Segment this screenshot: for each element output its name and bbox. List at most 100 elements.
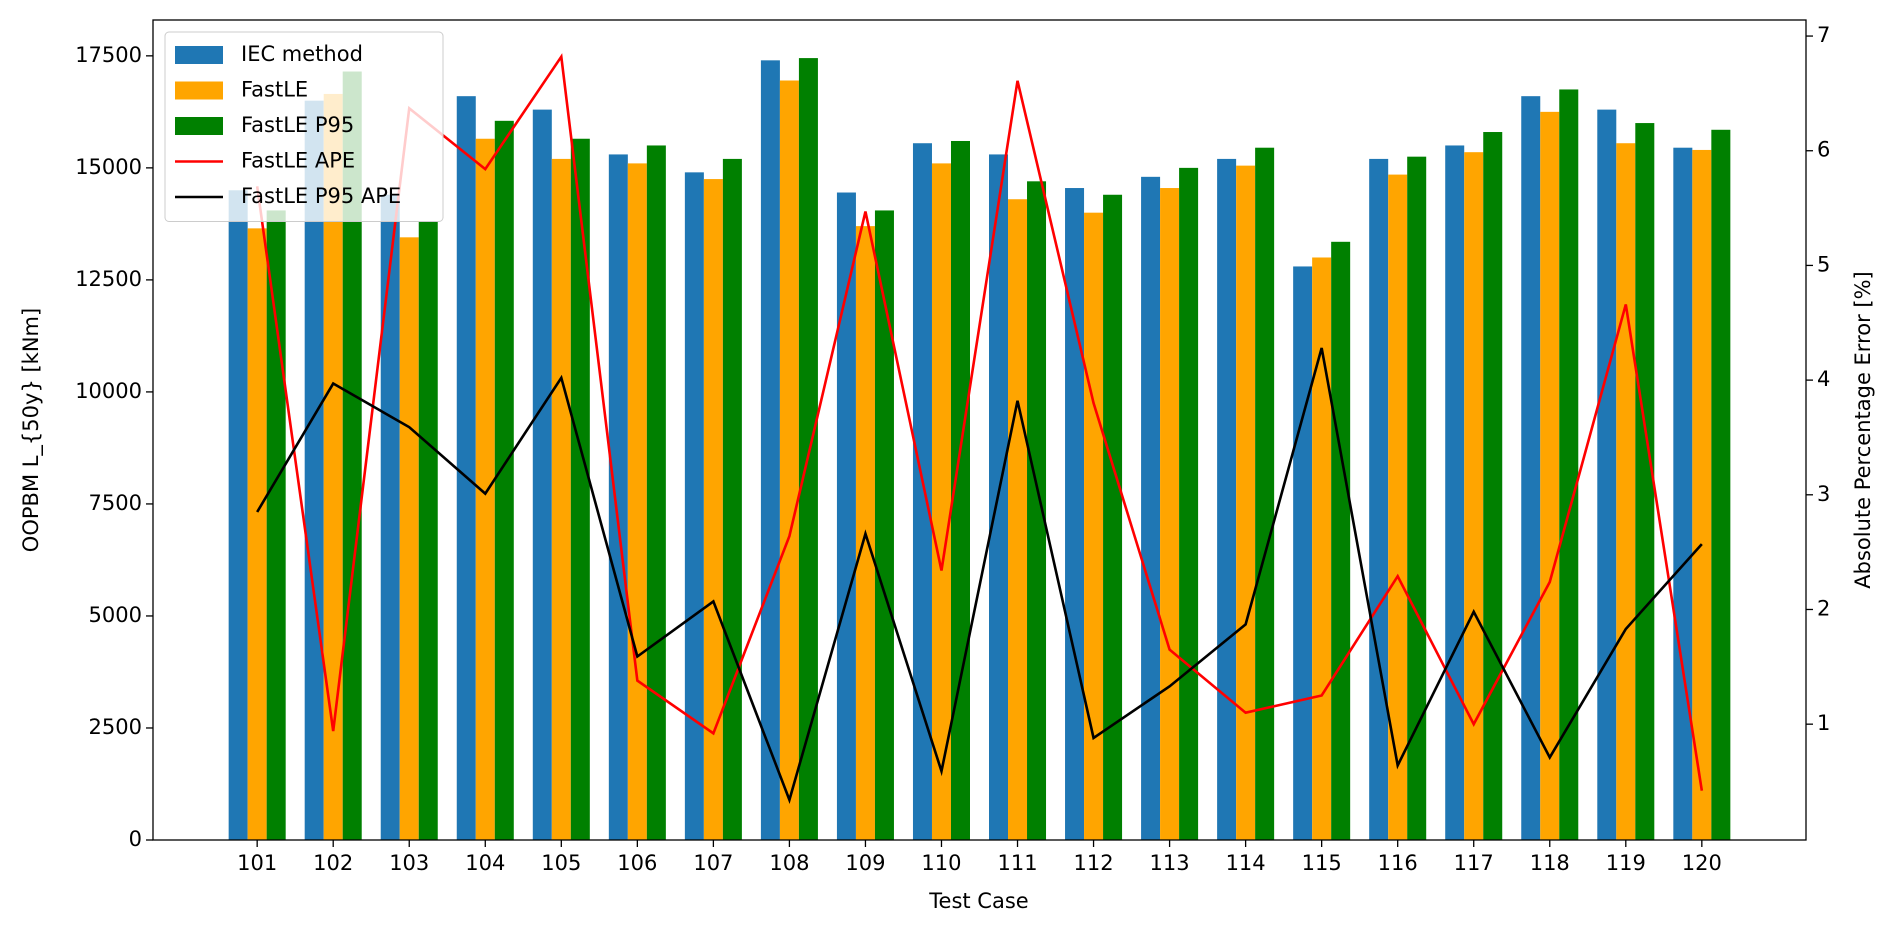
- x-tick-label: 118: [1530, 851, 1570, 875]
- bar: [1160, 188, 1180, 841]
- plot-frame: [152, 19, 1807, 841]
- bar: [380, 194, 400, 841]
- bar: [722, 158, 742, 840]
- bar: [1597, 109, 1617, 840]
- y-tick-label: 7500: [89, 491, 142, 515]
- bar: [1255, 147, 1275, 840]
- bar: [1464, 152, 1484, 840]
- bar: [798, 58, 818, 841]
- bar: [570, 138, 590, 840]
- legend-label: FastLE P95 APE: [241, 184, 401, 208]
- bar: [266, 210, 286, 841]
- x-axis-label: Test Case: [928, 889, 1028, 913]
- bar: [646, 145, 666, 840]
- bar: [931, 163, 951, 840]
- y-tick-label: 17500: [75, 43, 142, 67]
- bar: [228, 190, 248, 841]
- bar: [456, 96, 476, 840]
- x-tick-label: 114: [1226, 851, 1266, 875]
- bar: [494, 120, 514, 840]
- bar: [760, 60, 780, 840]
- bar: [1483, 132, 1503, 840]
- bar: [1369, 158, 1389, 840]
- x-tick-label: 113: [1150, 851, 1190, 875]
- legend-label: IEC method: [241, 42, 363, 66]
- y2-tick-label: 1: [1817, 711, 1830, 735]
- legend-label: FastLE: [241, 78, 308, 102]
- bar: [399, 237, 419, 841]
- bar: [1065, 188, 1085, 841]
- bar: [1692, 149, 1712, 840]
- bar: [627, 163, 647, 840]
- x-tick-label: 112: [1074, 851, 1114, 875]
- bar: [1293, 266, 1313, 840]
- x-tick-label: 104: [465, 851, 505, 875]
- bar: [475, 138, 495, 840]
- bar: [1635, 123, 1655, 840]
- bar: [950, 140, 970, 840]
- legend-label: FastLE APE: [241, 149, 355, 173]
- bar: [703, 179, 723, 840]
- bar: [247, 228, 267, 840]
- bar: [608, 154, 628, 841]
- bar: [1540, 111, 1560, 841]
- bar: [1616, 143, 1636, 840]
- y-tick-label: 12500: [75, 267, 142, 291]
- bar: [418, 221, 438, 840]
- x-tick-label: 120: [1682, 851, 1722, 875]
- legend: IEC method FastLE FastLE P95 FastLE APE Fast…: [164, 31, 444, 222]
- bar: [1388, 174, 1408, 841]
- bar: [342, 71, 362, 841]
- bar: [1445, 145, 1465, 840]
- bar: [1331, 241, 1351, 840]
- x-tick-label: 119: [1606, 851, 1646, 875]
- x-tick-label: 102: [313, 851, 353, 875]
- x-tick-label: 115: [1302, 851, 1342, 875]
- y2-tick-label: 4: [1817, 367, 1830, 391]
- bar: [1217, 158, 1237, 840]
- legend-swatch: [175, 81, 223, 100]
- bar: [874, 210, 894, 841]
- bar: [1027, 181, 1047, 841]
- y-tick-label: 2500: [89, 715, 142, 739]
- bar: [1008, 199, 1028, 840]
- legend-swatch: [175, 117, 223, 135]
- x-tick-label: 111: [997, 851, 1037, 875]
- legend-label: FastLE P95: [241, 113, 354, 137]
- y-tick-label: 5000: [89, 603, 142, 627]
- x-tick-label: 107: [693, 851, 733, 875]
- y-tick-label: 10000: [75, 379, 142, 403]
- y2-tick-label: 7: [1817, 23, 1830, 47]
- y2-tick-label: 3: [1817, 482, 1830, 506]
- bar: [1312, 257, 1332, 840]
- bar: [1407, 156, 1427, 840]
- bar: [1521, 96, 1541, 840]
- x-tick-label: 101: [237, 851, 277, 875]
- y-tick-label: 0: [129, 827, 142, 851]
- bar: [551, 158, 571, 840]
- bar: [1179, 167, 1199, 841]
- bar: [304, 100, 324, 840]
- x-tick-label: 103: [389, 851, 429, 875]
- y-tick-label: 15000: [75, 155, 142, 179]
- x-tick-label: 109: [845, 851, 885, 875]
- bar: [1711, 129, 1731, 840]
- bar: [1103, 194, 1123, 841]
- bar: [1141, 176, 1161, 841]
- x-tick-label: 117: [1454, 851, 1494, 875]
- y2-tick-label: 2: [1817, 596, 1830, 620]
- bar: [779, 80, 799, 840]
- x-tick-label: 110: [921, 851, 961, 875]
- y2-axis-label: Absolute Percentage Error [%]: [1851, 271, 1875, 588]
- x-tick-label: 108: [769, 851, 809, 875]
- y2-tick-label: 6: [1817, 138, 1830, 162]
- y2-tick-label: 5: [1817, 252, 1830, 276]
- line: [255, 53, 1704, 791]
- bar: [323, 93, 343, 840]
- bar: [1673, 147, 1693, 840]
- bar: [1559, 89, 1579, 840]
- bar: [1084, 212, 1104, 840]
- legend-box: [164, 31, 444, 222]
- bar: [532, 109, 552, 840]
- x-tick-label: 106: [617, 851, 657, 875]
